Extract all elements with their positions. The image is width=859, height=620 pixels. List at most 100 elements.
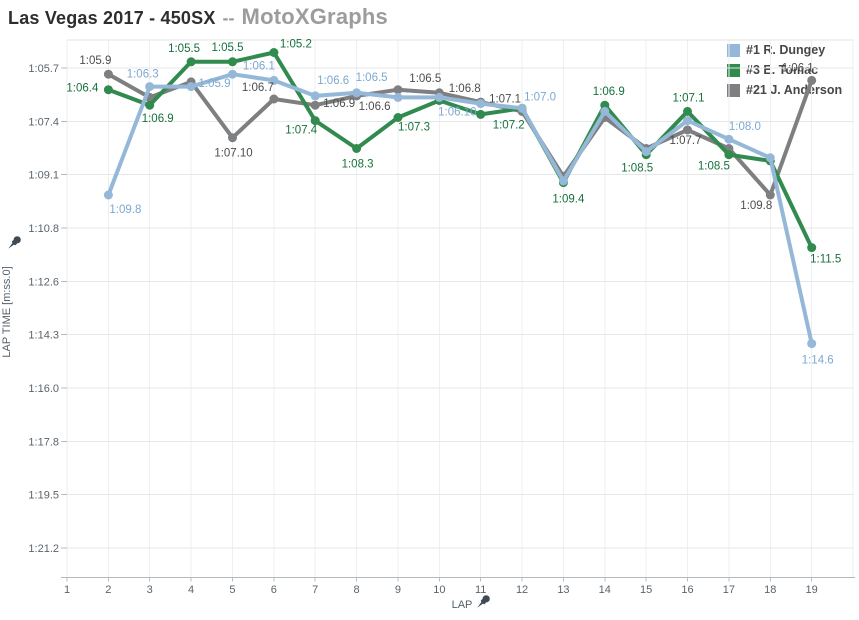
x-axis-tick-label: 4 (188, 584, 194, 596)
data-point-label: 1:06.8 (449, 83, 481, 95)
data-point[interactable] (269, 48, 279, 57)
data-point[interactable] (310, 116, 320, 126)
data-point[interactable] (310, 100, 320, 110)
data-point-label: 1:06.6 (359, 101, 391, 113)
data-point[interactable] (269, 75, 279, 85)
data-point[interactable] (103, 69, 113, 79)
data-point-label: 1:06.4 (66, 83, 99, 95)
pin-icon-lap-axis[interactable] (475, 594, 491, 610)
data-point[interactable] (228, 133, 237, 143)
legend-swatch-tomac (727, 63, 740, 77)
data-point-label: 1:09.4 (552, 194, 585, 206)
data-point[interactable] (600, 100, 610, 110)
data-point[interactable] (476, 99, 486, 109)
data-point[interactable] (641, 147, 651, 157)
series-line (106, 50, 814, 250)
data-point-label: 1:06.9 (142, 113, 174, 125)
data-point[interactable] (807, 339, 817, 349)
data-point[interactable] (434, 92, 444, 102)
series-line (106, 72, 814, 197)
data-point-label: 1:06.10 (438, 106, 476, 118)
x-axis-tick-label: 11 (475, 584, 486, 596)
x-axis-tick-label: 14 (599, 584, 611, 596)
data-point-label: 1:08.5 (621, 163, 653, 175)
x-axis-tick-label: 8 (354, 584, 360, 596)
data-point-label: 1:06.3 (127, 69, 159, 81)
data-point-label: 1:09.8 (740, 200, 772, 212)
y-axis-title: LAP TIME [m:ss.0] (1, 266, 13, 357)
data-point[interactable] (765, 153, 775, 163)
data-point-label: 1:14.6 (802, 355, 834, 367)
legend-swatch-dungey (727, 43, 740, 57)
data-point[interactable] (186, 57, 196, 67)
data-point[interactable] (352, 144, 362, 153)
x-axis-tick-label: 17 (723, 584, 735, 596)
data-point[interactable] (393, 92, 403, 102)
data-point-label: 1:08.5 (698, 161, 730, 173)
data-point[interactable] (269, 94, 279, 104)
legend-item-tomac[interactable]: #3 E. Tomac (727, 60, 842, 80)
chart-title-main: Las Vegas 2017 - 450SX (8, 8, 216, 28)
x-axis-tick-label: 3 (147, 584, 153, 596)
data-point[interactable] (310, 91, 320, 101)
x-axis-tick-label: 6 (271, 584, 277, 596)
pin-needle (8, 242, 15, 249)
data-point[interactable] (228, 69, 237, 79)
data-point[interactable] (807, 243, 817, 253)
x-axis-tick-label: 12 (516, 584, 528, 596)
data-point-label: 1:05.5 (168, 43, 200, 55)
data-point-label: 1:08.0 (729, 121, 761, 133)
data-point[interactable] (186, 82, 196, 92)
data-point[interactable] (558, 176, 568, 186)
data-point-label: 1:06.9 (323, 98, 355, 110)
data-point-label: 1:07.10 (214, 148, 252, 160)
x-axis-tick-label: 9 (395, 584, 401, 596)
y-axis-tick-label: 1:12.6 (28, 276, 59, 288)
data-point[interactable] (517, 103, 527, 113)
y-axis-tick-label: 1:16.0 (28, 383, 59, 395)
pin-needle (477, 601, 484, 608)
legend-item-dungey[interactable]: #1 R. Dungey (727, 40, 842, 60)
x-axis-tick-label: 13 (557, 584, 569, 596)
pin-icon-lap-time-axis[interactable] (6, 235, 22, 251)
data-point[interactable] (683, 116, 692, 126)
data-point[interactable] (600, 106, 610, 116)
data-point[interactable] (476, 109, 486, 119)
data-point[interactable] (352, 88, 362, 98)
data-point-label: 1:09.8 (109, 204, 141, 216)
legend-swatch-anderson (727, 83, 740, 97)
data-point[interactable] (683, 125, 692, 135)
legend: #1 R. Dungey #3 E. Tomac #21 J. Anderson (727, 40, 842, 100)
y-axis-tick-label: 1:09.1 (28, 170, 59, 182)
x-axis-tick-label: 5 (229, 584, 235, 596)
data-point[interactable] (145, 82, 155, 92)
chart-title: Las Vegas 2017 - 450SX -- MotoXGraphs (8, 4, 388, 30)
legend-label-dungey: #1 R. Dungey (746, 43, 826, 57)
data-point[interactable] (145, 100, 155, 110)
data-point-label: 1:06.9 (593, 86, 625, 98)
data-point-label: 1:06.1 (782, 62, 814, 74)
x-axis-tick-label: 7 (312, 584, 318, 596)
data-point[interactable] (724, 150, 734, 160)
data-point-label: 1:06.7 (242, 82, 274, 94)
data-point[interactable] (765, 190, 775, 200)
y-axis-tick-label: 1:14.3 (28, 330, 59, 342)
data-point[interactable] (683, 106, 692, 116)
data-point[interactable] (103, 190, 113, 200)
series-line (106, 72, 814, 346)
pin-collar (11, 240, 17, 246)
data-point[interactable] (393, 85, 403, 95)
y-axis-tick-label: 1:19.5 (28, 490, 59, 502)
data-point[interactable] (393, 113, 403, 122)
y-axis-tick-label: 1:17.8 (28, 436, 59, 448)
data-point[interactable] (228, 57, 237, 67)
chart-title-separator: -- (222, 8, 235, 28)
pin-collar (480, 599, 486, 605)
data-point[interactable] (724, 134, 734, 144)
data-point-label: 1:06.6 (317, 75, 349, 87)
x-axis-tick-label: 10 (433, 584, 445, 596)
data-point[interactable] (103, 85, 113, 95)
data-point[interactable] (807, 75, 817, 85)
